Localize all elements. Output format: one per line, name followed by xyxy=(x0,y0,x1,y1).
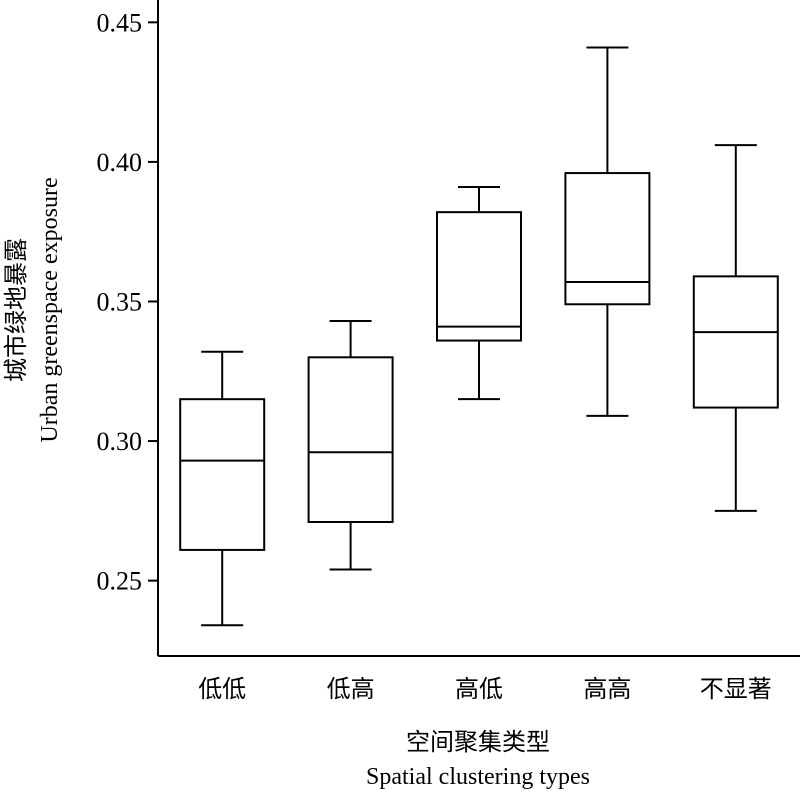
x-category-label: 低低 xyxy=(198,675,246,703)
box-iqr xyxy=(307,356,394,524)
x-category-label: 低高 xyxy=(327,675,375,703)
box-iqr xyxy=(179,398,266,551)
y-tick-label: 0.30 xyxy=(97,427,143,456)
box-iqr xyxy=(564,172,651,306)
x-axis-title-cn: 空间聚集类型 xyxy=(406,728,550,756)
x-category-label: 高高 xyxy=(583,675,631,703)
y-axis-title-cn: 城市绿地暴露 xyxy=(2,238,30,382)
boxes xyxy=(179,46,779,627)
box-iqr xyxy=(436,211,522,342)
box-2 xyxy=(307,320,394,571)
y-tick-label: 0.35 xyxy=(97,287,143,316)
x-category-label: 高低 xyxy=(455,675,503,703)
x-category-labels: 低低 低高 高低 高高 不显著 xyxy=(198,675,772,703)
box-iqr xyxy=(692,275,779,409)
box-5 xyxy=(692,144,779,512)
axes xyxy=(157,0,800,657)
y-ticks: 0.25 0.30 0.35 0.40 0.45 xyxy=(97,8,158,596)
box-3 xyxy=(436,186,522,401)
box-1 xyxy=(179,350,266,627)
y-axis-title-en: Urban greenspace exposure xyxy=(37,177,63,442)
x-category-label: 不显著 xyxy=(700,675,772,703)
y-tick-label: 0.25 xyxy=(97,567,143,596)
box-4 xyxy=(564,46,651,417)
y-tick-label: 0.40 xyxy=(97,148,143,177)
y-tick-label: 0.45 xyxy=(97,8,143,37)
x-axis-title-en: Spatial clustering types xyxy=(366,764,590,790)
